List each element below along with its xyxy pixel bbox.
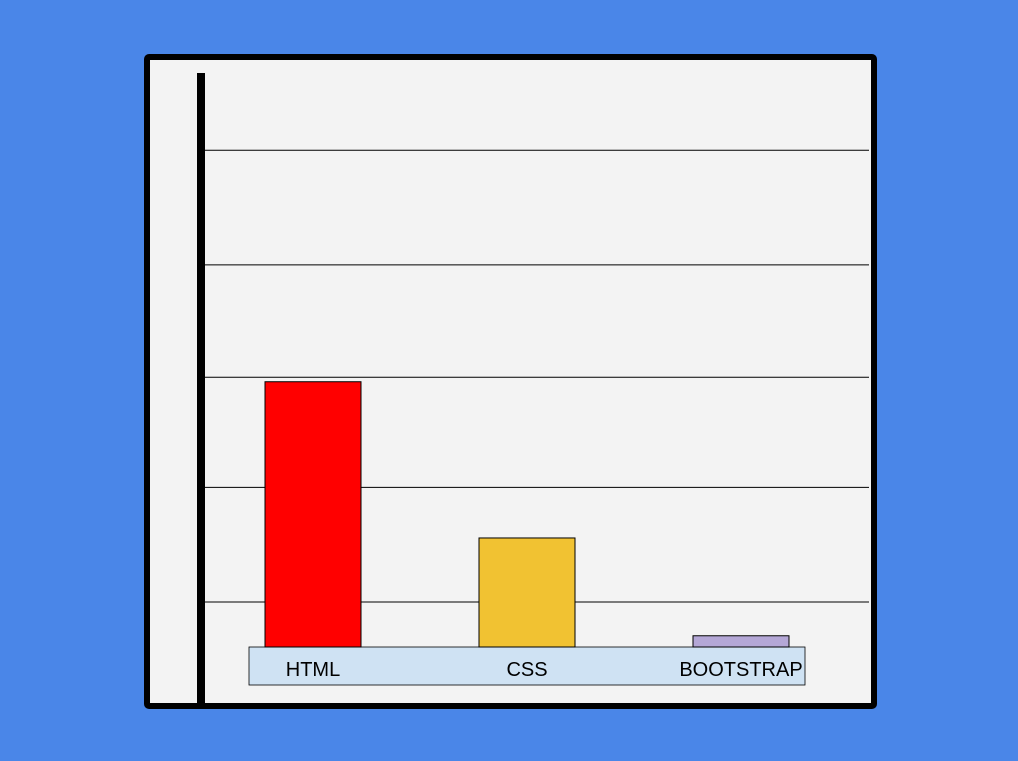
bar-html: [264, 381, 362, 648]
category-label-css: CSS: [506, 659, 547, 681]
category-band: [248, 646, 806, 686]
category-labels: HTML CSS BOOTSTRAP: [286, 659, 803, 681]
bar-bootstrap: [692, 635, 790, 648]
bar-css: [478, 537, 576, 648]
y-axis-line: [197, 73, 205, 706]
category-label-bootstrap: BOOTSTRAP: [679, 659, 802, 681]
category-label-html: HTML: [286, 659, 340, 681]
bars: [264, 381, 790, 648]
